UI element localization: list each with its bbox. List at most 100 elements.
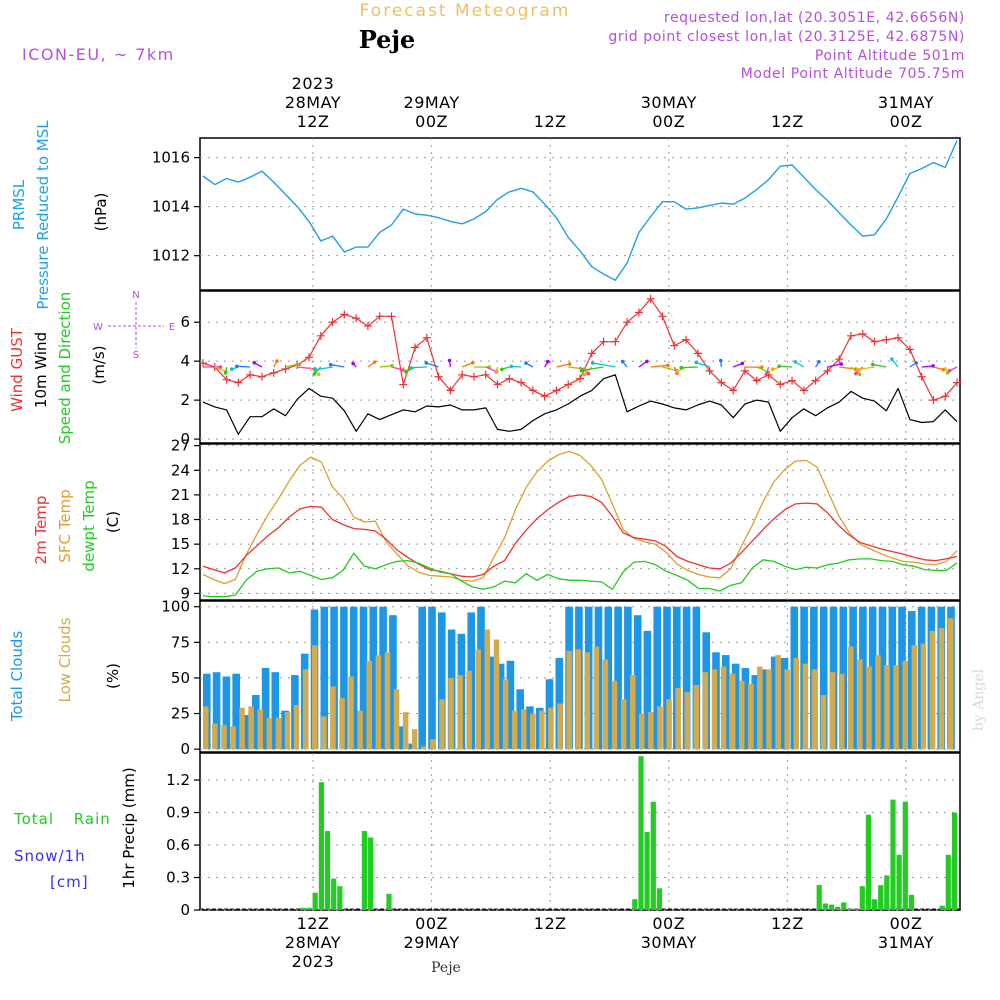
total-cloud-bar <box>643 630 652 750</box>
wind-arrow-head <box>235 364 239 369</box>
wind-arrow-head <box>620 359 625 364</box>
wind-arrow <box>850 366 861 375</box>
y-tick-label: 15 <box>171 535 190 553</box>
low-cloud-bar <box>884 665 890 750</box>
wind-arrow-head <box>856 367 860 372</box>
dewpt-line <box>202 552 958 598</box>
low-cloud-bar <box>466 670 472 750</box>
wind-arrow-head <box>424 361 429 365</box>
low-cloud-bar <box>266 717 273 750</box>
gust-marker <box>882 335 891 344</box>
time-label-top: 30MAY <box>641 93 697 112</box>
wind-arrow-head <box>312 372 317 376</box>
low-cloud-bar <box>602 659 609 750</box>
wind-arrow-head <box>295 362 299 367</box>
low-cloud-bar <box>221 724 227 750</box>
location-title: Peje <box>359 25 416 54</box>
time-label-top: 2023 <box>292 74 335 93</box>
wind-label-10m: 10m Wind <box>32 332 50 408</box>
y-tick-label: 1014 <box>152 198 190 216</box>
rain-bar <box>337 886 343 910</box>
low-cloud-bar <box>811 669 818 750</box>
gust-marker <box>246 370 255 379</box>
clouds-panel <box>199 600 961 753</box>
low-cloud-bar <box>757 666 763 750</box>
total-cloud-bar <box>604 606 613 750</box>
wind-arrow-head <box>509 364 514 369</box>
low-cloud-bar <box>357 710 363 750</box>
rain-bar <box>908 894 914 910</box>
rain-bar <box>865 814 871 910</box>
model-altitude: Model Point Altitude 705.75m <box>741 66 965 82</box>
pressure-label-prmsl: PRMSL <box>10 179 28 230</box>
wind-arrow-head <box>252 360 257 365</box>
low-cloud-bar <box>593 646 600 750</box>
low-cloud-bar <box>330 686 336 750</box>
wind-arrow-head <box>740 361 745 366</box>
low-cloud-bar <box>611 680 618 750</box>
y-tick-label: 1.2 <box>166 771 190 789</box>
wind-arrow <box>857 366 875 371</box>
low-cloud-bar <box>848 646 854 750</box>
precip-label: 1hr Precip (mm) <box>120 767 138 888</box>
precip-panel <box>199 752 961 911</box>
time-label-bottom: 30MAY <box>641 933 697 952</box>
total-cloud-bar <box>261 668 270 750</box>
low-cloud-bar <box>493 639 500 750</box>
total-cloud-bar <box>682 606 691 750</box>
wind-arrow-head <box>760 365 764 370</box>
wind-arrow-head <box>229 367 234 371</box>
rain-bar <box>896 854 902 910</box>
wind-label-gust: Wind GUST <box>8 327 26 412</box>
gust-marker <box>481 370 490 379</box>
rain-bar <box>816 885 822 910</box>
time-label-top: 31MAY <box>878 93 934 112</box>
low-cloud-bar <box>893 665 899 750</box>
low-cloud-bar <box>584 652 590 750</box>
rain-bar <box>638 756 644 910</box>
total-cloud-bar <box>770 656 779 750</box>
rain-bar <box>656 888 662 910</box>
time-label-top: 29MAY <box>404 93 460 112</box>
wind-arrow-head <box>447 358 452 363</box>
wind-arrow-head <box>947 368 952 373</box>
gust-marker <box>799 386 808 395</box>
wind-arrow-head <box>675 369 679 374</box>
gust-marker <box>469 372 478 381</box>
y-tick-label: 0 <box>180 740 190 758</box>
low-cloud-bar <box>929 630 936 750</box>
gust-marker <box>234 378 243 387</box>
gust-marker <box>281 364 290 373</box>
low-cloud-bar <box>321 716 327 750</box>
gust-marker <box>788 376 797 385</box>
rain-bar <box>828 904 835 910</box>
wind-arrow-head <box>546 359 550 364</box>
gust-marker <box>540 392 549 401</box>
time-label-bottom: 28MAY <box>285 933 341 952</box>
total-cloud-bar <box>496 663 505 750</box>
low-cloud-bar <box>639 713 645 750</box>
gust-marker <box>953 378 961 387</box>
gust-marker <box>870 337 879 346</box>
low-cloud-bar <box>766 669 772 750</box>
wind10m-line <box>202 374 958 435</box>
low-cloud-bar <box>302 669 309 750</box>
wind-arrow <box>426 362 439 368</box>
gust-marker <box>564 380 573 389</box>
low-cloud-bar <box>348 676 354 750</box>
pressure-panel <box>199 137 961 291</box>
low-cloud-bar <box>911 645 918 750</box>
wind-arrow <box>214 366 227 373</box>
sfc-temp-line <box>202 450 958 585</box>
wind-arrow-head <box>351 361 355 366</box>
gust-marker <box>446 386 455 395</box>
rain-bar <box>884 875 890 910</box>
rain-bar <box>890 799 896 910</box>
gust-marker <box>517 378 526 387</box>
low-cloud-bar <box>630 675 636 750</box>
y-tick-label: 4 <box>180 352 190 370</box>
temp-label-dewpt: dewpt Temp <box>80 480 98 571</box>
wind-arrow-head <box>471 360 475 365</box>
